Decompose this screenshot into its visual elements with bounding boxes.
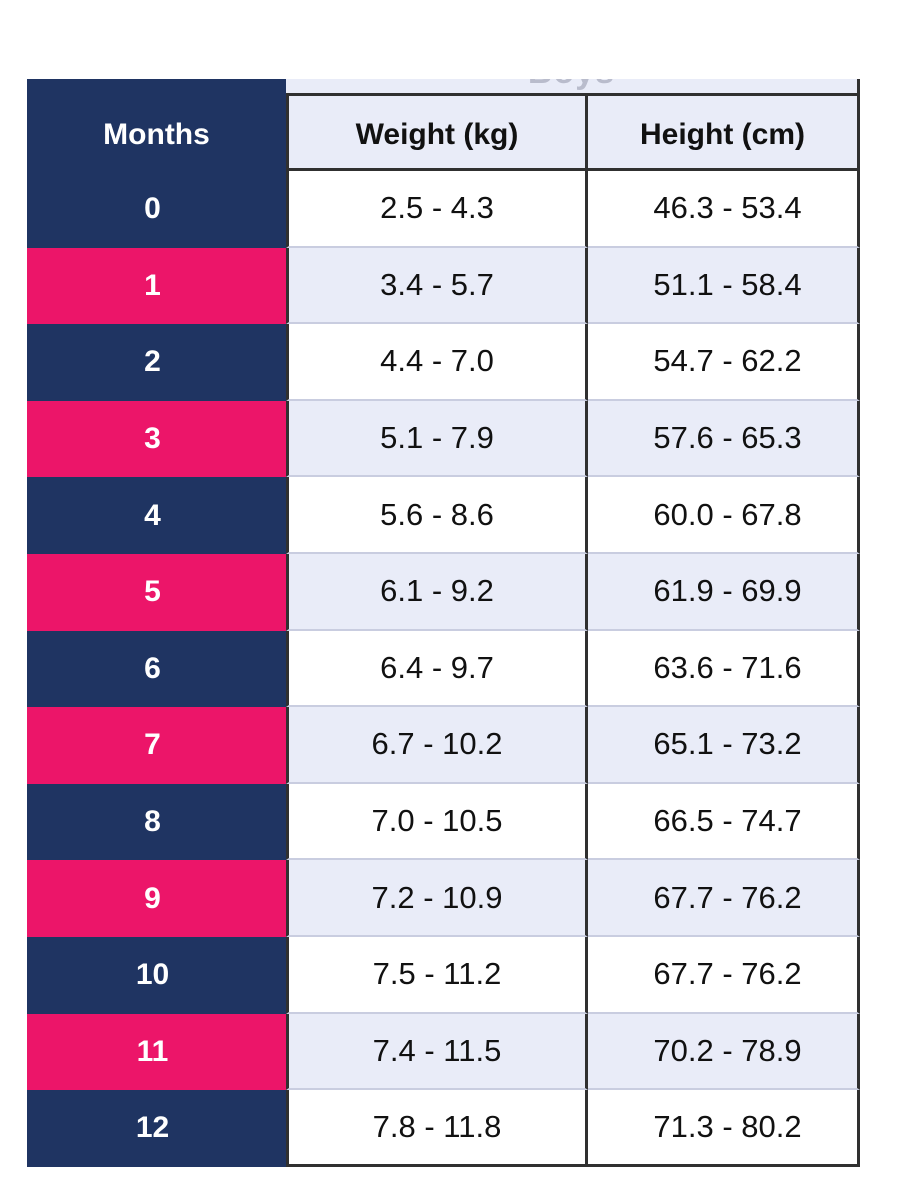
height-cell: 51.1 - 58.4 (588, 247, 860, 325)
weight-cell: 7.2 - 10.9 (286, 860, 588, 937)
table-row: 11 7.4 - 11.5 70.2 - 78.9 (27, 1013, 860, 1091)
header-months: Months (27, 93, 286, 171)
header-height: Height (cm) (588, 93, 860, 171)
table-row: 7 6.7 - 10.2 65.1 - 73.2 (27, 707, 860, 784)
table-row: 12 7.8 - 11.8 71.3 - 80.2 (27, 1090, 860, 1167)
title-strip-right: Boys (286, 79, 860, 93)
height-cell: 54.7 - 62.2 (588, 324, 860, 401)
weight-cell: 6.1 - 9.2 (286, 553, 588, 631)
height-cell: 63.6 - 71.6 (588, 630, 860, 708)
weight-cell: 3.4 - 5.7 (286, 247, 588, 325)
month-cell: 11 (27, 1013, 286, 1091)
height-cell: 71.3 - 80.2 (588, 1090, 860, 1167)
weight-cell: 6.7 - 10.2 (286, 707, 588, 784)
table-row: 4 5.6 - 8.6 60.0 - 67.8 (27, 477, 860, 554)
month-cell: 1 (27, 247, 286, 325)
month-cell: 0 (27, 171, 286, 248)
month-cell: 12 (27, 1090, 286, 1167)
table-row: 10 7.5 - 11.2 67.7 - 76.2 (27, 936, 860, 1014)
weight-cell: 5.1 - 7.9 (286, 400, 588, 478)
height-cell: 46.3 - 53.4 (588, 171, 860, 248)
month-cell: 6 (27, 630, 286, 708)
title-strip: Boys (27, 79, 860, 93)
height-cell: 66.5 - 74.7 (588, 783, 860, 861)
height-cell: 61.9 - 69.9 (588, 553, 860, 631)
weight-cell: 2.5 - 4.3 (286, 171, 588, 248)
title-strip-left (27, 79, 286, 93)
height-cell: 65.1 - 73.2 (588, 707, 860, 784)
month-cell: 8 (27, 783, 286, 861)
height-cell: 57.6 - 65.3 (588, 400, 860, 478)
table-row: 9 7.2 - 10.9 67.7 - 76.2 (27, 860, 860, 937)
month-cell: 9 (27, 860, 286, 937)
weight-cell: 4.4 - 7.0 (286, 324, 588, 401)
table-title: Boys (286, 79, 857, 92)
month-cell: 4 (27, 477, 286, 554)
month-cell: 7 (27, 707, 286, 784)
table-body: 0 2.5 - 4.3 46.3 - 53.4 1 3.4 - 5.7 51.1… (27, 171, 860, 1167)
weight-cell: 6.4 - 9.7 (286, 630, 588, 708)
table-row: 6 6.4 - 9.7 63.6 - 71.6 (27, 630, 860, 708)
weight-cell: 7.0 - 10.5 (286, 783, 588, 861)
weight-cell: 7.5 - 11.2 (286, 936, 588, 1014)
month-cell: 3 (27, 400, 286, 478)
height-cell: 67.7 - 76.2 (588, 860, 860, 937)
growth-chart-table: Boys Months Weight (kg) Height (cm) 0 2.… (27, 79, 860, 1167)
table-row: 0 2.5 - 4.3 46.3 - 53.4 (27, 171, 860, 248)
header-row: Months Weight (kg) Height (cm) (27, 93, 860, 171)
weight-cell: 5.6 - 8.6 (286, 477, 588, 554)
table-row: 2 4.4 - 7.0 54.7 - 62.2 (27, 324, 860, 401)
weight-cell: 7.4 - 11.5 (286, 1013, 588, 1091)
height-cell: 67.7 - 76.2 (588, 936, 860, 1014)
table-row: 8 7.0 - 10.5 66.5 - 74.7 (27, 783, 860, 861)
table-row: 5 6.1 - 9.2 61.9 - 69.9 (27, 553, 860, 631)
month-cell: 2 (27, 324, 286, 401)
month-cell: 10 (27, 936, 286, 1014)
table-row: 1 3.4 - 5.7 51.1 - 58.4 (27, 247, 860, 325)
header-weight: Weight (kg) (286, 93, 588, 171)
table-row: 3 5.1 - 7.9 57.6 - 65.3 (27, 400, 860, 478)
month-cell: 5 (27, 553, 286, 631)
height-cell: 70.2 - 78.9 (588, 1013, 860, 1091)
weight-cell: 7.8 - 11.8 (286, 1090, 588, 1167)
height-cell: 60.0 - 67.8 (588, 477, 860, 554)
